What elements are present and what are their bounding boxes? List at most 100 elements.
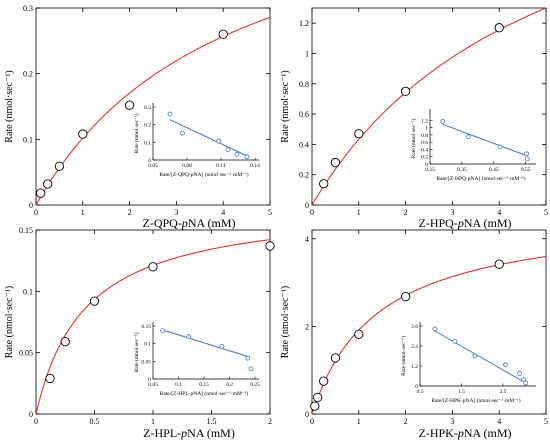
data-point [319,376,329,386]
inset-regression-line [161,329,251,358]
y-axis-title: Rate (nmol·sec⁻¹) [280,70,291,142]
x-tick-label: 4 [497,208,501,217]
y-tick-label: 0 [305,201,309,210]
inset-data-point [180,130,185,136]
inset-data-point [219,344,225,349]
data-point [36,188,46,198]
inset-x-tick-label: 0.25 [250,382,260,388]
x-axis-title-part: NA (mM) [188,216,236,230]
inset-data-point [440,118,446,124]
y-axis-title: Rate (nmol·sec⁻¹) [4,70,15,142]
data-point [354,329,364,339]
inset-data-point [248,366,254,372]
inset-y-tick-label: 0 [415,384,418,390]
x-tick-label: 3 [450,417,454,426]
x-tick-label: 0 [310,417,314,426]
x-axis-title-part: Z-HPL- [143,426,181,440]
inset-y-tick-label: 0.15 [141,324,151,330]
x-tick-label: 1 [81,208,85,217]
chart-panel-1: 0 1 2 3 4 5 0 0.1 0.2 0.3 Rate (nmol·sec⁻¹) Z-QPQ-p… [4,4,272,230]
x-tick-label: 2 [404,417,408,426]
y-tick-label: 0.15 [19,226,33,235]
inset-regression-line [169,119,250,158]
x-tick-label: 0 [310,208,314,217]
data-point [148,262,158,272]
y-tick-label: 0 [305,410,309,419]
inset-y-tick-label: 0.6 [421,140,428,146]
data-point [354,129,364,139]
plot-frame [311,229,547,415]
inset-data-point [524,151,529,157]
x-tick-label: 3 [450,208,454,217]
inset-x-tick-label: 0.05 [148,382,158,388]
x-tick-label: 1 [357,417,361,426]
x-tick-label: 0 [34,208,38,217]
inset-data-point [517,371,522,376]
x-axis-title-part: p [457,216,464,230]
y-tick-label: 0 [29,201,33,210]
x-axis-title-part: p [457,426,464,440]
inset-x-tick-label: 2.5 [500,389,507,395]
data-point [494,259,504,269]
data-point [265,241,275,251]
x-tick-label: 0.5 [90,417,100,426]
inset-y-tick-label: 0.8 [421,133,428,139]
inset-chart: 0.5 1.5 2.5 0 1.2 2.4 3.6 Rate (nmol·sec⁻¹) Rate… [400,322,536,404]
inset-data-point [497,144,503,150]
x-tick-label: 5 [268,208,272,217]
inset-data-point [432,326,438,332]
data-point [312,392,323,403]
inset-data-point [524,156,530,162]
x-axis-title-part: p [181,216,188,230]
inset-x-tick-label: 0.14 [250,163,260,169]
x-tick-label: 1 [151,417,155,426]
data-point [60,336,70,347]
inset-regression-line [434,330,524,383]
data-point [54,161,65,171]
inset-x-axis-title: Rate/[Z-HPL-pNA] (nmol·sec⁻¹·mM⁻¹) [160,390,249,397]
inset-y-tick-label: 0 [425,162,428,168]
y-tick-label: 2 [305,322,309,331]
x-axis-title-part: Z-HPK- [419,426,458,440]
data-point [310,401,320,411]
inset-data-point [234,151,240,157]
inset-x-tick-label: 0.35 [457,167,467,173]
inset-y-axis-title: Rate (nmol·sec⁻¹) [410,118,417,158]
inset-data-point [523,380,529,386]
y-tick-label: 0.6 [299,110,309,119]
inset-y-axis-title: Rate (nmol·sec⁻¹) [400,336,407,376]
y-tick-label: 0.4 [299,140,309,149]
inset-x-tick-label: 0.1 [175,382,182,388]
inset-y-axis-title: Rate (nmol·sec⁻¹) [133,332,140,372]
inset-y-tick-label: 0 [148,158,151,164]
y-tick-label: 0.3 [23,4,33,13]
x-tick-label: 5 [544,417,548,426]
x-tick-label: 4 [221,208,225,217]
data-point [400,86,411,96]
inset-x-tick-label: 0.55 [521,167,531,173]
inset-x-axis-title: Rate/[Z-QPQ-pNA] (nmol·sec⁻¹·mM⁻¹) [159,171,248,178]
inset-regression-line [442,123,526,156]
fit-curve [311,7,547,206]
inset-y-tick-label: 0.2 [144,123,151,129]
x-axis-title: Z-QPQ-pNA (mM) [143,216,236,230]
inset-y-axis-title: Rate (nmol·sec⁻¹) [133,113,140,153]
y-tick-label: 0.05 [19,349,33,358]
x-axis-title-part: NA (mM) [187,426,235,440]
x-tick-label: 3 [174,208,178,217]
inset-data-point [521,377,527,383]
inset-y-tick-label: 0.1 [144,342,151,348]
data-point [45,373,55,384]
inset-y-tick-label: 1.2 [411,364,418,370]
inset-x-tick-label: 0.11 [216,163,226,169]
x-axis-title-part: NA (mM) [464,216,512,230]
inset-data-point [216,138,222,144]
inset-y-tick-label: 3.6 [411,324,418,330]
inset-x-axis-title: Rate/[Z-HPK-pNA] (nmol·sec⁻¹·mM⁻¹) [431,397,520,404]
inset-chart: 0.25 0.35 0.45 0.55 00.2 0.40.60.81 1.2 Rate (n… [410,109,536,182]
inset-x-tick-label: 0.05 [148,163,158,169]
